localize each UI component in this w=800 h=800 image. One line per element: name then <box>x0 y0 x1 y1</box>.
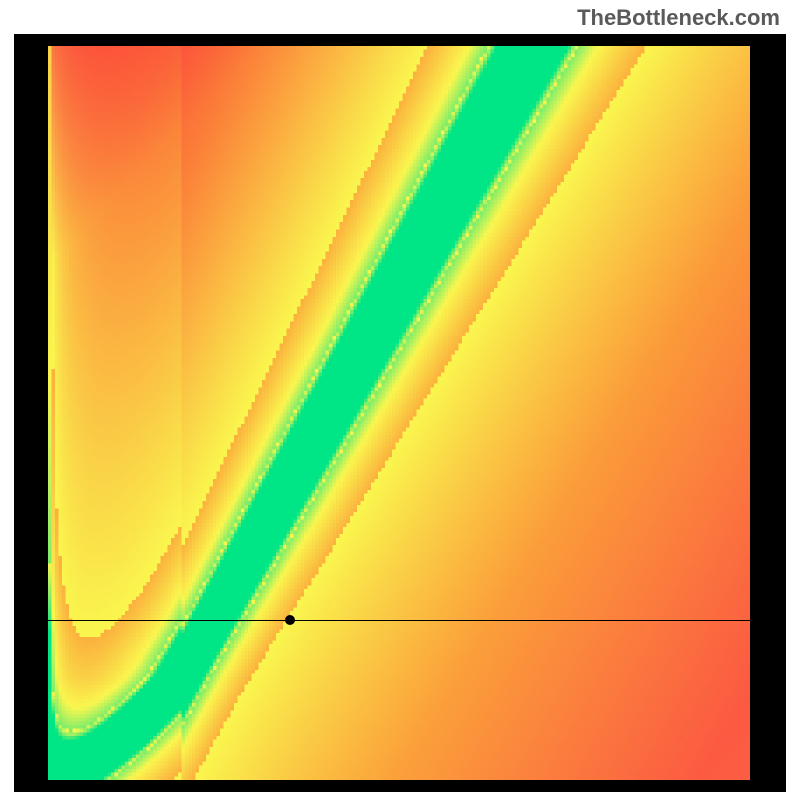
watermark-text: TheBottleneck.com <box>577 5 780 31</box>
heatmap-plot-area <box>48 46 750 780</box>
heatmap-canvas <box>48 46 750 780</box>
chart-container: TheBottleneck.com <box>0 0 800 800</box>
crosshair-horizontal <box>48 620 750 621</box>
marker-dot <box>285 615 295 625</box>
